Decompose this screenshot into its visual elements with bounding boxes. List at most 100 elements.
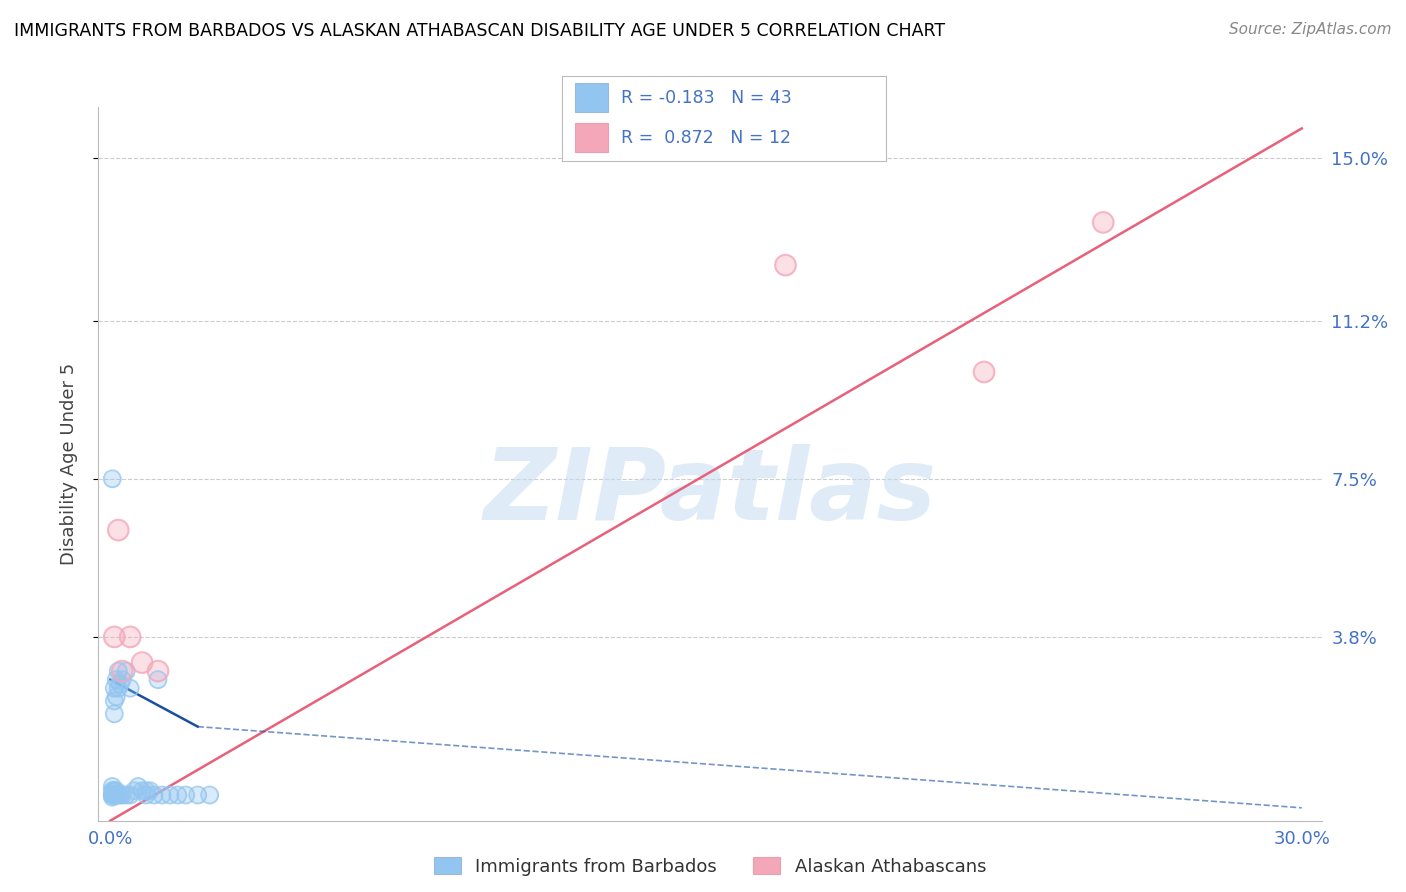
Point: [135, 783, 157, 797]
Point: [103, 783, 125, 797]
Point: [143, 788, 166, 802]
Point: [103, 788, 125, 802]
Point: [101, 472, 124, 486]
Point: [166, 788, 188, 802]
Point: [103, 630, 125, 644]
Point: [103, 681, 125, 695]
Text: Source: ZipAtlas.com: Source: ZipAtlas.com: [1229, 22, 1392, 37]
Legend: Immigrants from Barbados, Alaskan Athabascans: Immigrants from Barbados, Alaskan Athaba…: [426, 850, 994, 883]
Point: [127, 780, 149, 794]
Point: [973, 365, 995, 379]
Point: [103, 788, 125, 802]
Point: [103, 706, 125, 721]
Point: [103, 788, 125, 802]
Point: [1092, 215, 1115, 229]
Point: [110, 677, 132, 691]
Point: [103, 783, 125, 797]
Point: [107, 523, 129, 537]
Point: [101, 783, 124, 797]
Point: [107, 788, 129, 802]
Point: [122, 783, 145, 797]
Point: [101, 472, 124, 486]
Point: [111, 673, 134, 687]
Point: [101, 790, 124, 805]
Point: [111, 664, 134, 678]
Point: [105, 673, 128, 687]
Point: [107, 681, 129, 695]
Point: [187, 788, 209, 802]
Text: IMMIGRANTS FROM BARBADOS VS ALASKAN ATHABASCAN DISABILITY AGE UNDER 5 CORRELATIO: IMMIGRANTS FROM BARBADOS VS ALASKAN ATHA…: [14, 22, 945, 40]
Point: [174, 788, 197, 802]
Point: [103, 788, 125, 802]
Point: [973, 365, 995, 379]
Point: [166, 788, 188, 802]
Point: [110, 788, 132, 802]
Point: [107, 664, 129, 678]
Point: [105, 673, 128, 687]
Point: [131, 656, 153, 670]
Point: [103, 788, 125, 802]
Point: [107, 523, 129, 537]
Bar: [575, 84, 607, 112]
Point: [111, 788, 134, 802]
Point: [103, 706, 125, 721]
Point: [101, 788, 124, 802]
Point: [120, 630, 142, 644]
Point: [135, 788, 157, 802]
Point: [159, 788, 181, 802]
Y-axis label: Disability Age Under 5: Disability Age Under 5: [59, 363, 77, 565]
Point: [198, 788, 221, 802]
Point: [131, 783, 153, 797]
Point: [131, 656, 153, 670]
Point: [111, 673, 134, 687]
Point: [105, 690, 128, 704]
Point: [131, 783, 153, 797]
Point: [101, 788, 124, 802]
Point: [101, 783, 124, 797]
Point: [115, 664, 138, 678]
Point: [775, 258, 797, 272]
Point: [103, 694, 125, 708]
Point: [135, 788, 157, 802]
Point: [143, 788, 166, 802]
Point: [101, 780, 124, 794]
Point: [150, 788, 173, 802]
Point: [107, 788, 129, 802]
Point: [107, 681, 129, 695]
Point: [135, 783, 157, 797]
Point: [146, 673, 169, 687]
Point: [105, 788, 128, 802]
Point: [103, 694, 125, 708]
Point: [122, 783, 145, 797]
Point: [103, 630, 125, 644]
Point: [139, 783, 162, 797]
Point: [103, 788, 125, 802]
Point: [127, 780, 149, 794]
Point: [111, 664, 134, 678]
Point: [105, 690, 128, 704]
Point: [174, 788, 197, 802]
Point: [101, 780, 124, 794]
Point: [101, 790, 124, 805]
Point: [101, 788, 124, 802]
Point: [120, 681, 142, 695]
Point: [146, 664, 169, 678]
Text: R =  0.872   N = 12: R = 0.872 N = 12: [620, 128, 790, 146]
Point: [115, 788, 138, 802]
Point: [115, 664, 138, 678]
Point: [105, 788, 128, 802]
Point: [146, 673, 169, 687]
Point: [105, 783, 128, 797]
Bar: [575, 123, 607, 152]
Point: [103, 681, 125, 695]
Point: [187, 788, 209, 802]
Point: [139, 783, 162, 797]
Point: [110, 677, 132, 691]
Point: [198, 788, 221, 802]
Point: [105, 783, 128, 797]
Point: [107, 664, 129, 678]
Text: R = -0.183   N = 43: R = -0.183 N = 43: [620, 89, 792, 107]
Point: [103, 788, 125, 802]
Point: [120, 630, 142, 644]
Point: [101, 788, 124, 802]
